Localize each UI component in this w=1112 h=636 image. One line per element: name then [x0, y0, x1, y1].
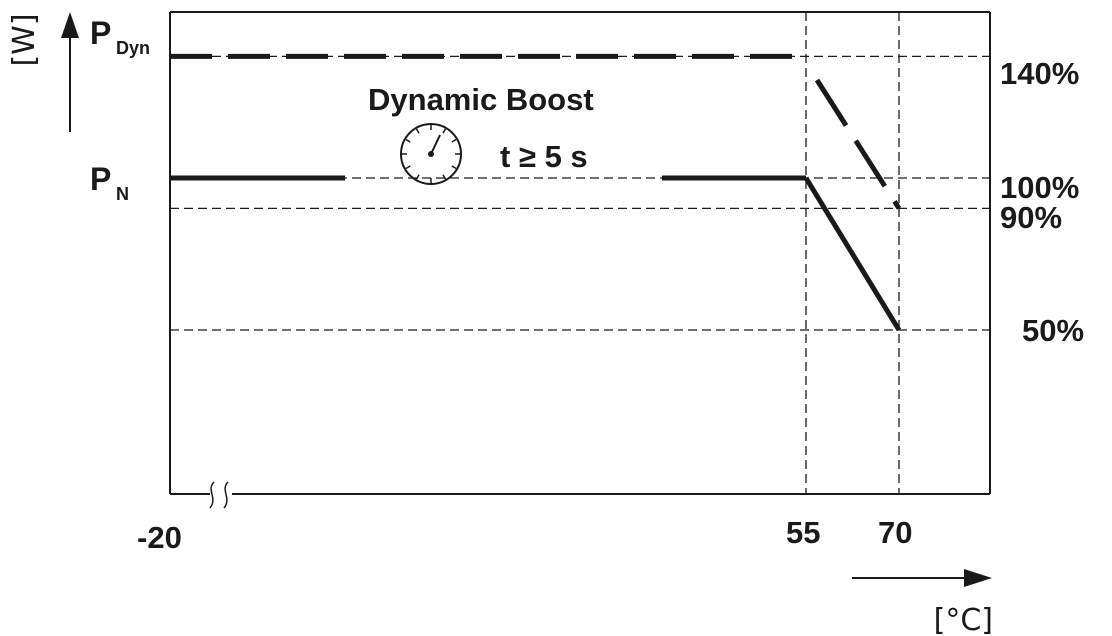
stopwatch-tick — [415, 128, 420, 134]
x-arrow-head — [964, 569, 992, 587]
series-nominal-derating — [803, 176, 902, 332]
x-tick-label--20: -20 — [137, 520, 182, 555]
stopwatch-tick — [451, 138, 457, 143]
p-n-main: P — [90, 161, 111, 197]
p-dyn-label: P Dyn — [90, 15, 150, 58]
x-tick-label-55: 55 — [786, 515, 820, 550]
p-n-sub: N — [116, 184, 129, 204]
p-n-label: P N — [90, 161, 129, 204]
p-dyn-sub: Dyn — [116, 38, 150, 58]
stopwatch-tick — [451, 165, 457, 170]
stopwatch-ticks — [402, 125, 460, 183]
x-axis-arrow — [852, 569, 992, 587]
series-dynamic-boost-derating — [814, 78, 902, 210]
stopwatch-hand — [430, 134, 441, 155]
stopwatch-tick — [405, 138, 411, 143]
y-axis-unit: [W] — [7, 13, 42, 66]
annotation-duration: t ≥ 5 s — [500, 139, 588, 174]
stopwatch-tick — [415, 174, 420, 180]
stopwatch-icon — [400, 123, 462, 185]
y-arrow-head — [61, 12, 79, 38]
x-axis-unit: [°C] — [934, 603, 993, 636]
tick-label-100: 100% — [1000, 170, 1079, 205]
y-axis-arrow — [61, 12, 79, 132]
stopwatch-tick — [442, 128, 447, 134]
tick-label-90: 90% — [1000, 200, 1062, 235]
p-dyn-main: P — [90, 15, 111, 51]
axis-break-right — [223, 481, 229, 509]
axis-break-left — [209, 481, 215, 509]
plot-frame — [169, 11, 991, 495]
tick-label-50: 50% — [1022, 313, 1084, 348]
series-layer — [170, 53, 902, 332]
x-tick-label-70: 70 — [878, 515, 912, 550]
stopwatch-hub — [428, 151, 434, 157]
stopwatch-tick — [442, 174, 447, 180]
annotation-title: Dynamic Boost — [368, 82, 594, 117]
axis-break-marks — [209, 481, 229, 509]
tick-label-140: 140% — [1000, 56, 1079, 91]
stopwatch-face — [400, 123, 462, 185]
stopwatch-tick — [405, 165, 411, 170]
